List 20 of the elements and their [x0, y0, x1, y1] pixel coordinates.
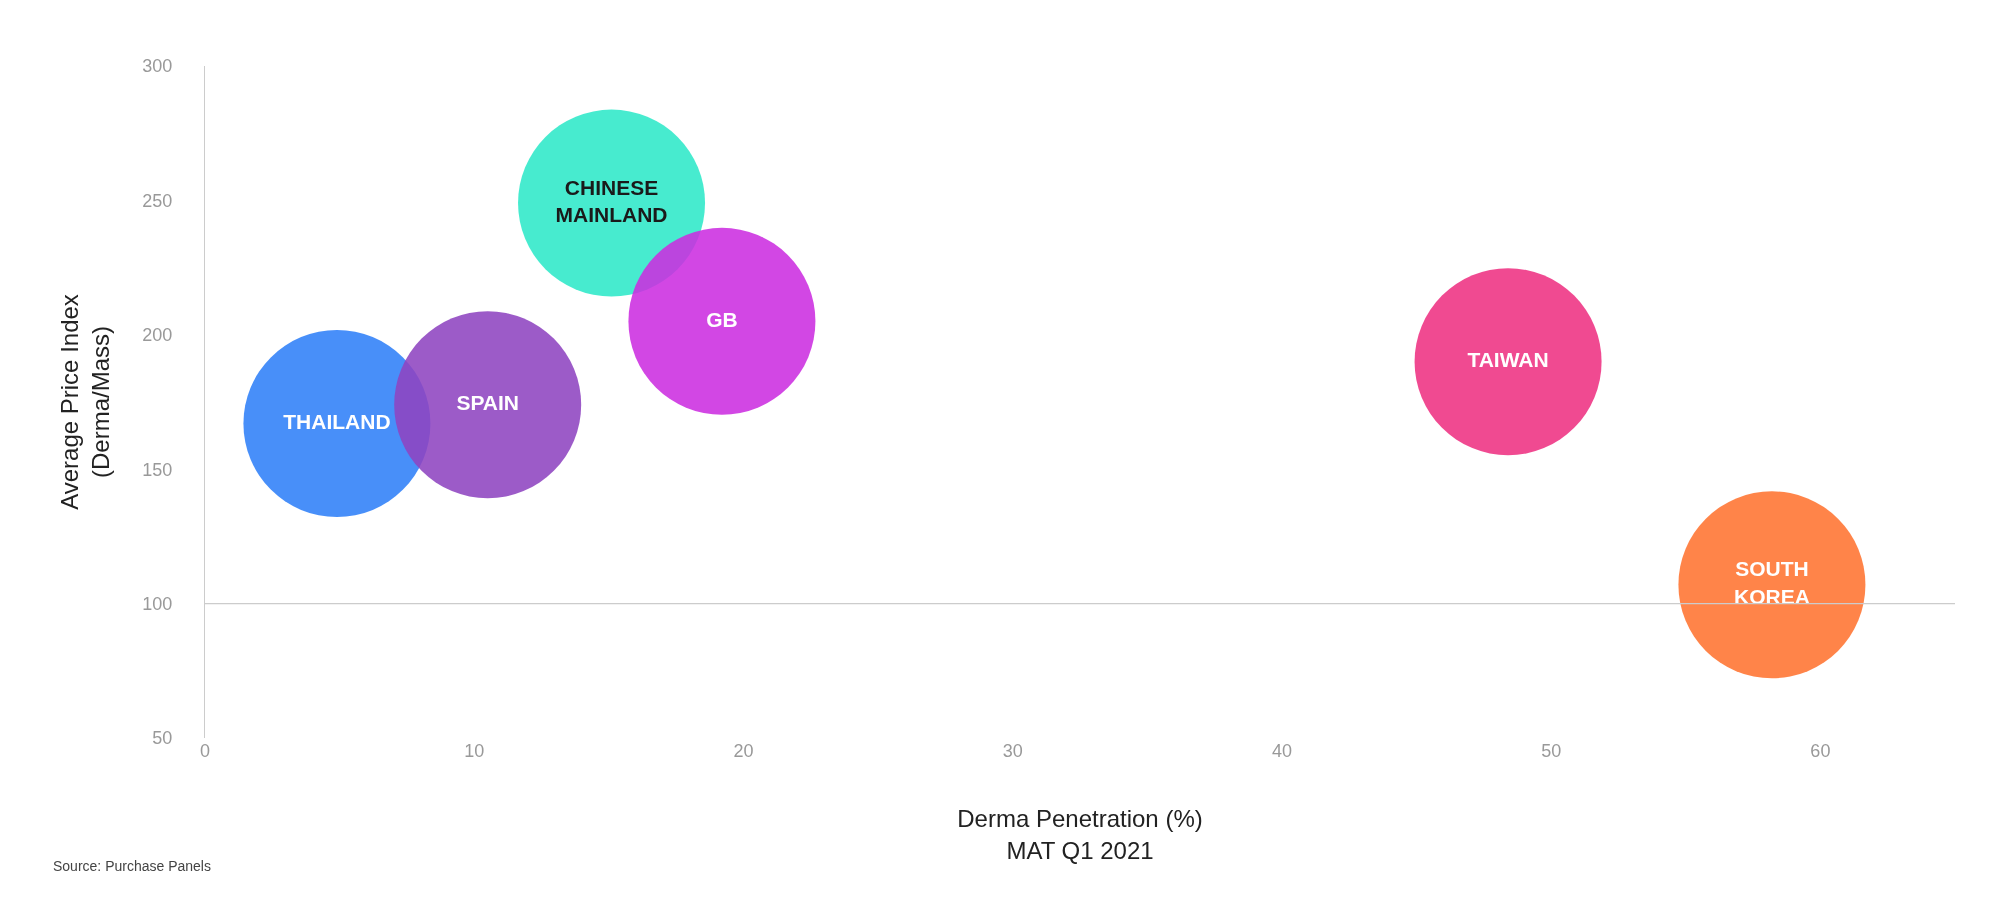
- x-tick-label: 20: [733, 741, 754, 761]
- series-label: THAILAND: [283, 409, 391, 433]
- series-label: TAIWAN: [1467, 347, 1549, 371]
- x-tick-label: 10: [464, 741, 485, 761]
- y-tick-label: 150: [142, 459, 173, 480]
- series-label: CHINESE MAINLAND: [555, 175, 668, 226]
- x-tick-label: 60: [1810, 741, 1831, 761]
- x-tick-label: 30: [1002, 741, 1023, 761]
- y-tick-label: 200: [142, 325, 173, 346]
- source-note: Source: Purchase Panels: [53, 858, 211, 874]
- series-label: GB: [706, 307, 738, 331]
- y-tick-label: 250: [142, 190, 173, 211]
- y-axis-title: Average Price Index (Derma/Mass): [56, 294, 115, 510]
- x-tick-label: 40: [1271, 741, 1292, 761]
- series-label: SPAIN: [456, 390, 519, 414]
- x-tick-label: 0: [199, 741, 211, 761]
- y-tick-label: 300: [142, 56, 173, 77]
- x-axis-title: Derma Penetration (%) MAT Q1 2021: [957, 805, 1203, 864]
- y-tick-label: 100: [142, 593, 173, 614]
- x-tick-label: 50: [1541, 741, 1562, 761]
